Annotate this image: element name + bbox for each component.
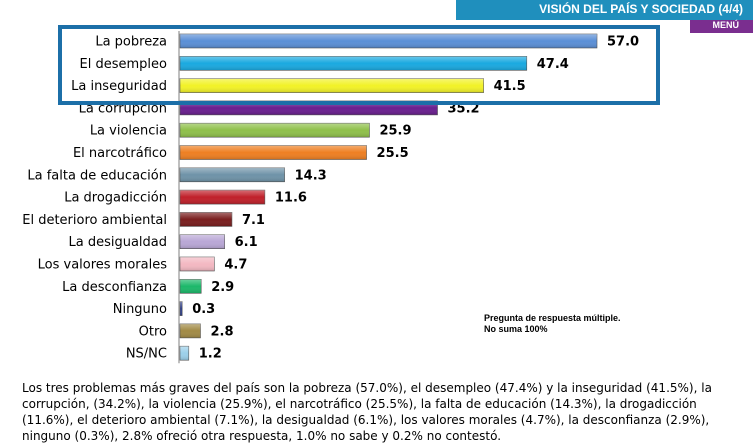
value-label: 7.1 — [242, 213, 265, 228]
value-label: 11.6 — [275, 191, 307, 206]
bar-chart: La pobreza 57.0 El desempleo 47.4 La insegur… — [22, 31, 639, 364]
bar-shading — [180, 34, 597, 48]
bar-shading — [180, 100, 438, 115]
value-label: 35.2 — [448, 101, 480, 116]
bar-shading — [180, 323, 201, 338]
summary-text: Los tres problemas más graves del país s… — [22, 381, 712, 443]
bar-shading — [180, 167, 285, 182]
category-label: El narcotráfico — [73, 146, 167, 161]
category-label: La desconfianza — [62, 280, 167, 295]
bar-shading — [180, 257, 215, 271]
value-label: 25.5 — [377, 146, 409, 161]
category-label: La drogadicción — [64, 191, 167, 206]
category-label: Los valores morales — [38, 258, 168, 273]
category-label: El desempleo — [80, 57, 168, 72]
bar-shading — [180, 190, 265, 205]
category-label: La desigualdad — [68, 235, 167, 250]
category-label: Otro — [139, 324, 167, 339]
value-label: 14.3 — [295, 168, 327, 183]
section-header: VISIÓN DEL PAÍS Y SOCIEDAD (4/4) — [456, 0, 753, 20]
category-label: La violencia — [90, 124, 167, 139]
value-label: 1.2 — [199, 347, 222, 362]
category-label: La inseguridad — [71, 79, 167, 94]
value-label: 47.4 — [537, 57, 569, 72]
menu-label: MENÚ — [712, 20, 740, 30]
bar-shading — [180, 346, 189, 361]
bar-shading — [180, 212, 232, 227]
value-label: 41.5 — [494, 79, 526, 94]
category-label: La pobreza — [95, 35, 167, 50]
value-label: 4.7 — [224, 258, 247, 273]
bar-shading — [180, 56, 527, 71]
note-line-2: No suma 100% — [484, 324, 548, 334]
bar-shading — [180, 145, 367, 160]
value-label: 0.3 — [192, 302, 215, 317]
chart-note: Pregunta de respuesta múltiple. No suma … — [484, 313, 621, 335]
category-label: NS/NC — [126, 347, 167, 362]
value-label: 6.1 — [235, 235, 258, 250]
note-line-1: Pregunta de respuesta múltiple. — [484, 313, 621, 323]
category-label: El deterioro ambiental — [22, 213, 167, 228]
bar-shading — [180, 123, 370, 138]
value-label: 25.9 — [379, 124, 411, 139]
value-label: 57.0 — [607, 35, 639, 50]
bar-shading — [180, 301, 183, 316]
category-label: La falta de educación — [27, 168, 167, 183]
menu-button[interactable]: MENÚ — [690, 20, 753, 33]
bar-shading — [180, 234, 225, 249]
bar-shading — [180, 279, 202, 294]
value-label: 2.9 — [211, 280, 234, 295]
value-label: 2.8 — [210, 324, 233, 339]
category-label: La corrupción — [79, 101, 167, 116]
section-title: VISIÓN DEL PAÍS Y SOCIEDAD (4/4) — [539, 2, 743, 16]
category-label: Ninguno — [113, 302, 167, 317]
bar-shading — [180, 78, 484, 93]
